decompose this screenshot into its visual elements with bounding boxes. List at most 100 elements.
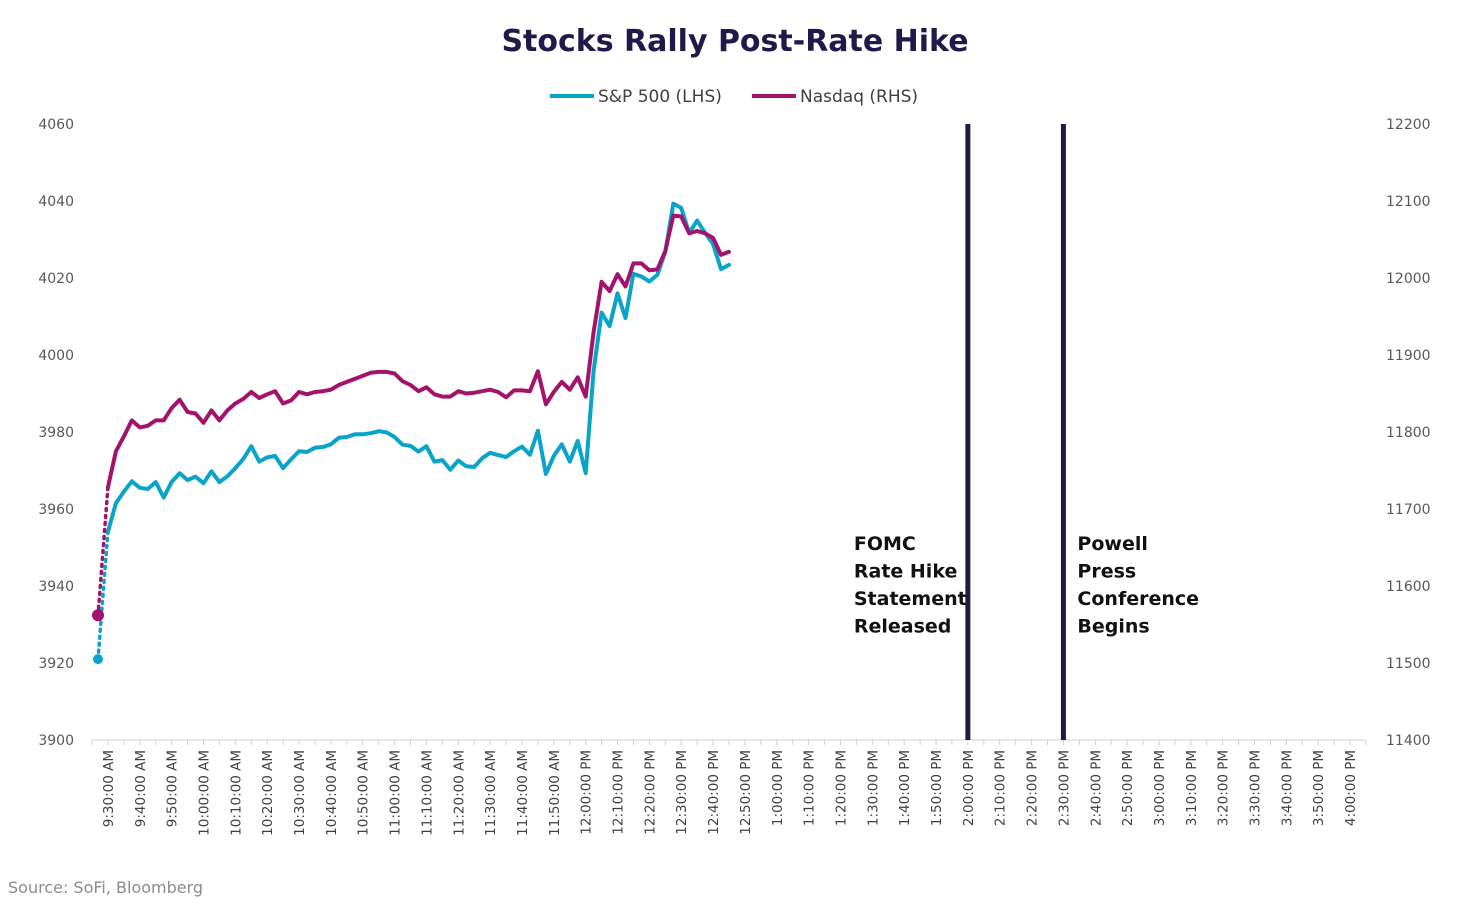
legend-label-sp500: S&P 500 (LHS) xyxy=(598,87,722,107)
y-left-tick-label: 4020 xyxy=(38,271,74,287)
x-tick-label: 1:10:00 PM xyxy=(802,750,818,826)
x-tick-label: 1:20:00 PM xyxy=(833,750,849,826)
series-layer xyxy=(92,201,731,665)
data-point xyxy=(529,390,531,392)
data-point xyxy=(433,461,435,463)
event-lines xyxy=(965,124,1066,740)
y-left-tick-label: 3920 xyxy=(38,656,74,672)
data-point xyxy=(537,370,539,372)
data-point xyxy=(545,473,547,475)
data-point xyxy=(537,430,539,432)
data-point xyxy=(553,455,555,457)
data-point xyxy=(163,419,165,422)
data-point xyxy=(362,375,364,377)
data-point xyxy=(354,433,356,435)
x-tick-label: 9:50:00 AM xyxy=(165,750,181,827)
data-point xyxy=(688,232,690,234)
x-tick-label: 12:20:00 PM xyxy=(642,750,658,835)
x-tick-label: 9:40:00 AM xyxy=(133,750,149,827)
data-point xyxy=(632,273,635,275)
data-point xyxy=(386,431,388,433)
x-tick-label: 2:10:00 PM xyxy=(993,750,1009,826)
x-tick-label: 12:50:00 PM xyxy=(738,750,754,835)
y-right-tick-label: 11900 xyxy=(1386,348,1431,364)
data-point xyxy=(505,456,507,458)
data-point xyxy=(107,531,109,533)
annotation-text: Press xyxy=(1077,561,1136,583)
annotation-text: Begins xyxy=(1077,616,1149,638)
x-tick-label: 11:00:00 AM xyxy=(388,750,404,836)
data-point xyxy=(202,422,205,424)
y-right-tick-label: 11500 xyxy=(1386,656,1431,672)
data-point xyxy=(266,393,268,395)
data-point xyxy=(139,426,141,428)
y-left-tick-label: 4000 xyxy=(38,348,74,364)
data-point xyxy=(720,268,722,270)
x-tick-label: 10:30:00 AM xyxy=(292,750,308,836)
data-point xyxy=(585,472,587,474)
data-point xyxy=(290,399,292,402)
data-point xyxy=(680,215,682,217)
data-point xyxy=(409,445,412,447)
data-point xyxy=(202,482,205,484)
data-point xyxy=(115,450,117,452)
data-point xyxy=(234,467,236,469)
data-point xyxy=(728,251,730,253)
data-point xyxy=(370,372,372,374)
annotations: FOMC Rate Hike Statement Released Powell Pres… xyxy=(854,533,1199,638)
x-tick-label: 3:30:00 PM xyxy=(1248,750,1264,826)
data-point xyxy=(330,389,332,391)
data-point xyxy=(178,472,181,474)
data-point xyxy=(362,433,364,435)
data-point xyxy=(624,317,627,319)
y-left-tick-label: 4040 xyxy=(38,194,74,210)
x-tick-label: 2:30:00 PM xyxy=(1056,750,1072,826)
x-tick-label: 10:50:00 AM xyxy=(356,750,372,836)
data-point xyxy=(513,389,515,392)
data-point xyxy=(465,465,467,467)
x-tick-label: 12:10:00 PM xyxy=(611,750,627,835)
data-point xyxy=(306,451,308,453)
data-point xyxy=(720,254,722,256)
data-point xyxy=(601,281,603,283)
data-point xyxy=(401,444,404,446)
data-point xyxy=(123,491,125,493)
legend-item-sp500: S&P 500 (LHS) xyxy=(550,87,722,107)
chart-title: Stocks Rally Post-Rate Hike xyxy=(501,24,968,59)
data-point xyxy=(521,389,523,392)
data-point xyxy=(226,475,228,477)
data-point xyxy=(370,432,372,434)
annotation-text: Conference xyxy=(1077,588,1199,610)
data-point xyxy=(569,461,571,463)
data-point xyxy=(282,402,284,405)
data-point xyxy=(497,391,499,393)
data-point xyxy=(425,445,428,447)
series-gap-dotted xyxy=(96,530,110,661)
data-point xyxy=(441,459,443,461)
x-tick-label: 11:30:00 AM xyxy=(483,750,499,836)
data-point xyxy=(115,502,117,504)
series-gap-dotted xyxy=(96,485,110,618)
data-point xyxy=(441,395,443,398)
data-point xyxy=(561,381,563,383)
data-point xyxy=(417,390,420,392)
data-point xyxy=(624,285,627,288)
data-point xyxy=(123,436,125,438)
data-point xyxy=(234,402,236,405)
x-tick-label: 10:40:00 AM xyxy=(324,750,340,836)
y-axis-right: 11400 11500 11600 11700 11800 11900 12000 12100… xyxy=(1386,117,1431,749)
data-point xyxy=(553,391,555,393)
x-tick-label: 12:40:00 PM xyxy=(706,750,722,835)
data-point xyxy=(346,381,348,383)
data-point xyxy=(648,269,650,271)
data-point xyxy=(696,220,698,222)
data-point xyxy=(401,380,404,382)
annotation-text: Rate Hike xyxy=(854,561,957,583)
data-point xyxy=(306,393,308,395)
data-point xyxy=(242,458,244,460)
data-point xyxy=(672,215,674,217)
x-tick-label: 3:40:00 PM xyxy=(1279,750,1295,826)
data-point xyxy=(696,230,698,232)
data-point xyxy=(417,451,420,453)
data-point xyxy=(250,391,252,393)
